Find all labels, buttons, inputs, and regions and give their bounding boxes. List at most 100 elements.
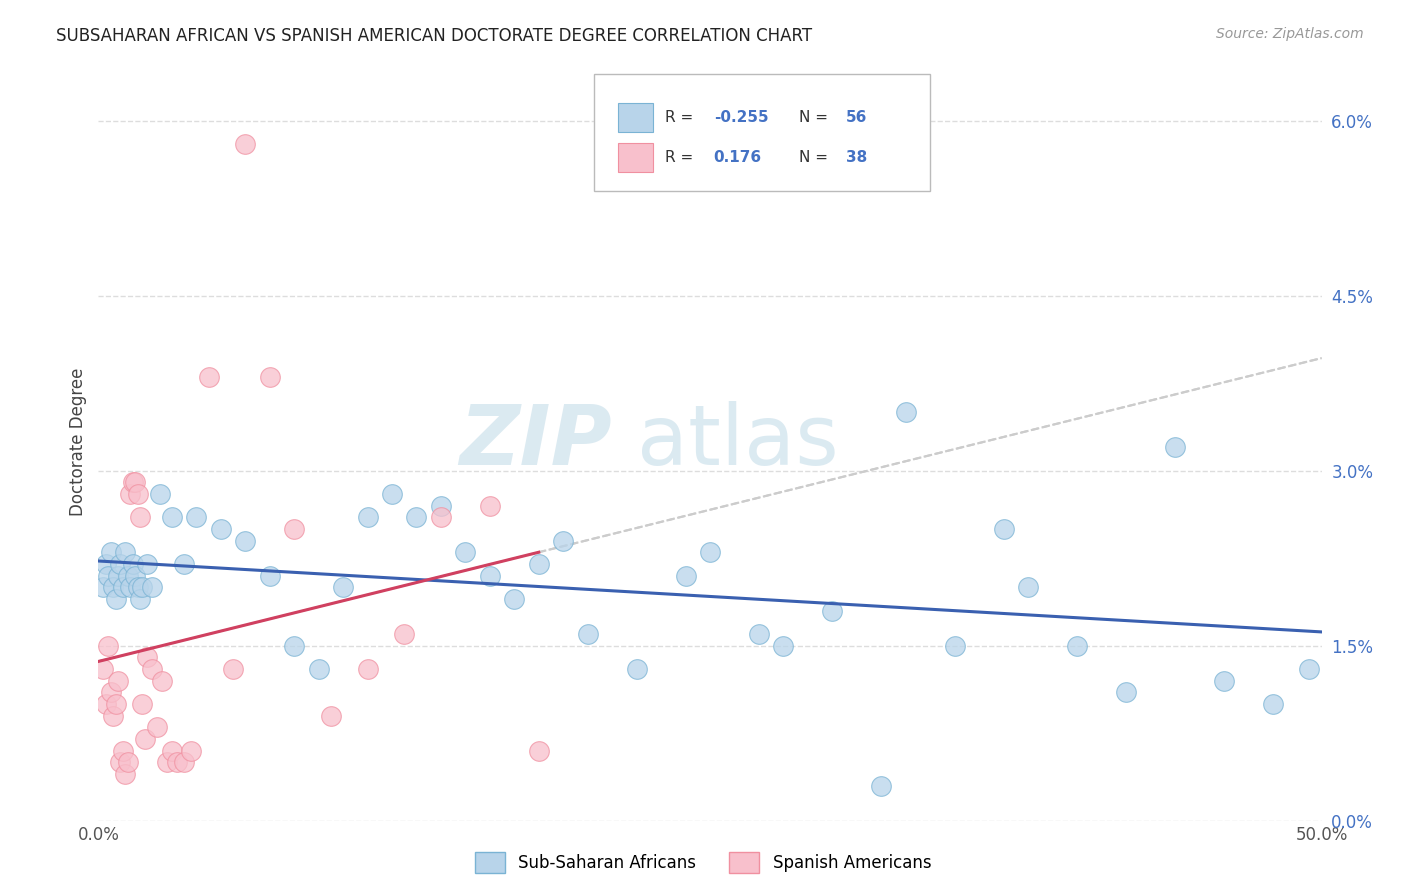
Point <box>110 557 132 571</box>
Point <box>94 557 117 571</box>
Point <box>136 557 159 571</box>
Point <box>97 639 120 653</box>
Point <box>186 510 208 524</box>
Point <box>1164 441 1187 455</box>
Text: N =: N = <box>800 150 834 165</box>
Point <box>233 137 256 152</box>
Point <box>478 568 501 582</box>
Point <box>101 708 124 723</box>
Point <box>94 697 117 711</box>
Point <box>356 510 378 524</box>
FancyBboxPatch shape <box>593 74 931 191</box>
Point <box>136 650 159 665</box>
Point <box>141 580 163 594</box>
Point <box>180 744 202 758</box>
Point <box>111 580 134 594</box>
Text: ZIP: ZIP <box>460 401 612 482</box>
Point <box>283 639 305 653</box>
Point <box>356 662 378 676</box>
Point <box>527 557 550 571</box>
Point <box>173 756 195 770</box>
Point <box>943 639 966 653</box>
Point <box>117 568 139 582</box>
Text: Source: ZipAtlas.com: Source: ZipAtlas.com <box>1216 27 1364 41</box>
Point <box>699 545 721 559</box>
Text: 38: 38 <box>846 150 868 165</box>
Point <box>772 639 794 653</box>
Point <box>160 510 183 524</box>
Point <box>107 673 129 688</box>
Point <box>1115 685 1137 699</box>
Text: 0.176: 0.176 <box>714 150 762 165</box>
Point <box>124 475 146 490</box>
Point <box>626 662 648 676</box>
Point <box>392 627 416 641</box>
Point <box>319 708 342 723</box>
Point <box>91 662 114 676</box>
Point <box>146 720 169 734</box>
Text: atlas: atlas <box>637 401 838 482</box>
Point <box>91 580 114 594</box>
Point <box>100 545 122 559</box>
Point <box>166 756 188 770</box>
Point <box>117 756 139 770</box>
Point <box>553 533 575 548</box>
Point <box>405 510 427 524</box>
Point <box>1261 697 1284 711</box>
Point <box>503 592 526 607</box>
Point <box>233 533 256 548</box>
Point <box>124 568 146 582</box>
Point <box>576 627 599 641</box>
Point <box>308 662 330 676</box>
Text: R =: R = <box>665 150 697 165</box>
Point <box>131 697 153 711</box>
Y-axis label: Doctorate Degree: Doctorate Degree <box>69 368 87 516</box>
Text: N =: N = <box>800 111 834 125</box>
Point <box>104 697 127 711</box>
Point <box>121 557 143 571</box>
Point <box>870 779 893 793</box>
Point <box>160 744 183 758</box>
Point <box>993 522 1015 536</box>
Point <box>430 499 453 513</box>
Point <box>134 731 156 746</box>
Point <box>197 370 219 384</box>
Point <box>259 568 281 582</box>
Point <box>100 685 122 699</box>
Text: 56: 56 <box>846 111 868 125</box>
Point <box>101 580 124 594</box>
Point <box>120 580 142 594</box>
Point <box>748 627 770 641</box>
Point <box>173 557 195 571</box>
Point <box>381 487 404 501</box>
Bar <box>619 143 652 171</box>
Point <box>97 568 120 582</box>
Point <box>1298 662 1320 676</box>
Point <box>114 767 136 781</box>
Point <box>209 522 232 536</box>
Point <box>675 568 697 582</box>
Point <box>131 580 153 594</box>
Text: -0.255: -0.255 <box>714 111 768 125</box>
Point <box>127 580 149 594</box>
Bar <box>619 103 652 132</box>
Point <box>332 580 354 594</box>
Point <box>149 487 172 501</box>
Point <box>111 744 134 758</box>
Point <box>110 756 132 770</box>
Point <box>478 499 501 513</box>
Point <box>114 545 136 559</box>
Point <box>141 662 163 676</box>
Point <box>1066 639 1088 653</box>
Point <box>156 756 179 770</box>
Point <box>454 545 477 559</box>
Point <box>894 405 917 419</box>
Text: SUBSAHARAN AFRICAN VS SPANISH AMERICAN DOCTORATE DEGREE CORRELATION CHART: SUBSAHARAN AFRICAN VS SPANISH AMERICAN D… <box>56 27 813 45</box>
Point <box>1017 580 1039 594</box>
Point <box>121 475 143 490</box>
Point <box>104 592 127 607</box>
Point <box>150 673 173 688</box>
Point <box>129 510 152 524</box>
Point <box>430 510 453 524</box>
Point <box>127 487 149 501</box>
